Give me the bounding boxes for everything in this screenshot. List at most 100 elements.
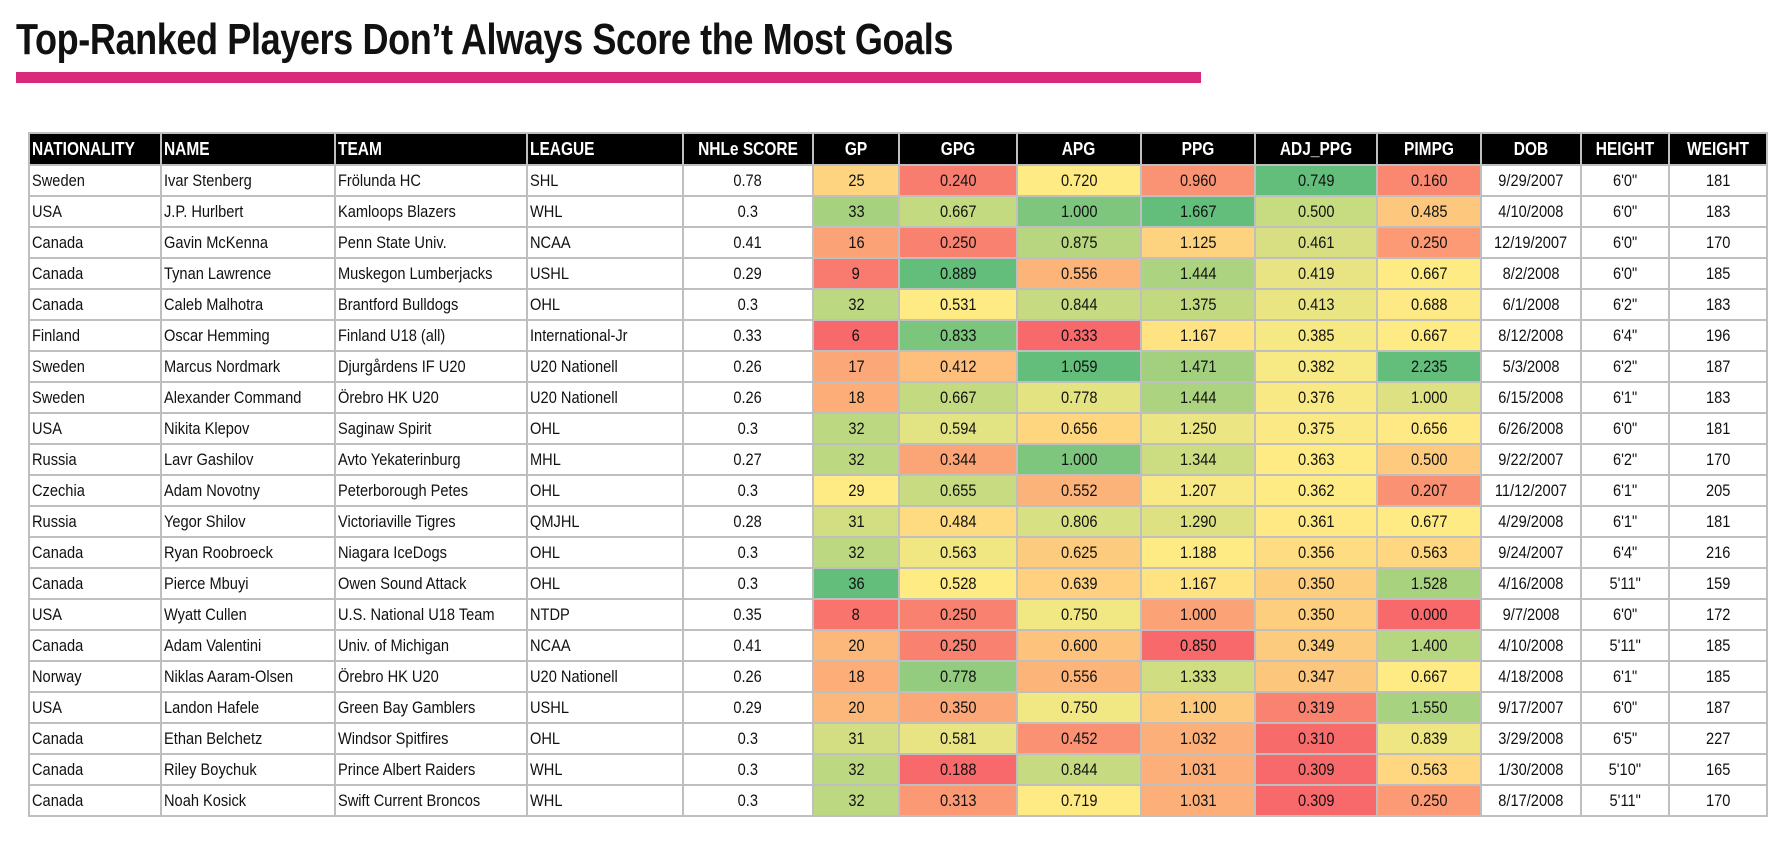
table-row: Sweden Ivar Stenberg Frölunda HC SHL 0.78 25 0…: [28, 164, 1768, 197]
col-header: PIMPG: [1376, 132, 1482, 166]
table-cell: 1.000: [1140, 598, 1256, 631]
table-cell: Kamloops Blazers: [334, 195, 528, 228]
table-cell: Lavr Gashilov: [160, 443, 336, 476]
table-cell: Green Bay Gamblers: [334, 691, 528, 724]
table-cell: 6'2": [1580, 288, 1670, 321]
table-cell: 0.309: [1254, 753, 1378, 786]
table-cell: 9/7/2008: [1480, 598, 1582, 631]
table-cell: 6'4": [1580, 319, 1670, 352]
table-cell: 0.3: [682, 722, 814, 755]
table-cell: 0.26: [682, 350, 814, 383]
table-cell: 9/24/2007: [1480, 536, 1582, 569]
table-cell: 0.452: [1016, 722, 1142, 755]
players-table-container: NATIONALITY NAME TEAM LEAGUE NHLe SCORE …: [28, 132, 1768, 817]
table-cell: 0.556: [1016, 257, 1142, 290]
table-cell: 0.3: [682, 567, 814, 600]
table-cell: 17: [812, 350, 900, 383]
table-cell: Adam Novotny: [160, 474, 336, 507]
table-row: Canada Noah Kosick Swift Current Broncos WH…: [28, 784, 1768, 817]
table-cell: 4/10/2008: [1480, 195, 1582, 228]
table-cell: 1.471: [1140, 350, 1256, 383]
table-cell: 170: [1668, 226, 1768, 259]
table-cell: Alexander Command: [160, 381, 336, 414]
table-cell: 6'0": [1580, 412, 1670, 445]
col-header: PPG: [1140, 132, 1256, 166]
table-cell: 0.552: [1016, 474, 1142, 507]
table-cell: NTDP: [526, 598, 684, 631]
table-cell: 8/2/2008: [1480, 257, 1582, 290]
table-cell: 0.3: [682, 753, 814, 786]
table-cell: 31: [812, 722, 900, 755]
table-cell: 159: [1668, 567, 1768, 600]
header-row: NATIONALITY NAME TEAM LEAGUE NHLe SCORE …: [28, 132, 1768, 166]
table-cell: Ivar Stenberg: [160, 164, 336, 197]
table-cell: USA: [28, 598, 162, 631]
table-cell: 0.625: [1016, 536, 1142, 569]
table-cell: Nikita Klepov: [160, 412, 336, 445]
table-cell: 32: [812, 784, 900, 817]
table-cell: Ethan Belchetz: [160, 722, 336, 755]
table-cell: 25: [812, 164, 900, 197]
table-cell: 187: [1668, 350, 1768, 383]
table-cell: 0.778: [898, 660, 1018, 693]
table-cell: Caleb Malhotra: [160, 288, 336, 321]
table-row: Canada Caleb Malhotra Brantford Bulldogs OH…: [28, 288, 1768, 321]
table-cell: 6'0": [1580, 195, 1670, 228]
table-cell: 0.188: [898, 753, 1018, 786]
table-cell: Russia: [28, 443, 162, 476]
table-cell: USA: [28, 195, 162, 228]
table-cell: 0.350: [898, 691, 1018, 724]
table-cell: Noah Kosick: [160, 784, 336, 817]
table-cell: 0.313: [898, 784, 1018, 817]
table-cell: Avto Yekaterinburg: [334, 443, 528, 476]
table-cell: 11/12/2007: [1480, 474, 1582, 507]
table-cell: 0.344: [898, 443, 1018, 476]
table-cell: 32: [812, 288, 900, 321]
table-cell: 0.333: [1016, 319, 1142, 352]
table-cell: 0.677: [1376, 505, 1482, 538]
table-cell: 0.749: [1254, 164, 1378, 197]
table-cell: 36: [812, 567, 900, 600]
table-cell: 0.26: [682, 381, 814, 414]
table-cell: 6: [812, 319, 900, 352]
table-cell: Canada: [28, 629, 162, 662]
table-cell: 6/15/2008: [1480, 381, 1582, 414]
table-cell: Niklas Aaram-Olsen: [160, 660, 336, 693]
table-row: Canada Pierce Mbuyi Owen Sound Attack OHL 0.…: [28, 567, 1768, 600]
table-cell: NCAA: [526, 226, 684, 259]
table-cell: 0.688: [1376, 288, 1482, 321]
table-cell: Adam Valentini: [160, 629, 336, 662]
table-cell: 1.100: [1140, 691, 1256, 724]
table-cell: 6'1": [1580, 381, 1670, 414]
table-cell: Canada: [28, 567, 162, 600]
table-cell: 1.667: [1140, 195, 1256, 228]
table-cell: 18: [812, 381, 900, 414]
table-cell: 1.000: [1016, 195, 1142, 228]
table-cell: 0.350: [1254, 567, 1378, 600]
table-cell: 1.031: [1140, 784, 1256, 817]
table-cell: Canada: [28, 226, 162, 259]
title-underline: [16, 72, 1201, 83]
table-cell: Swift Current Broncos: [334, 784, 528, 817]
table-cell: Russia: [28, 505, 162, 538]
table-cell: 0.28: [682, 505, 814, 538]
table-cell: Örebro HK U20: [334, 660, 528, 693]
table-cell: Sweden: [28, 381, 162, 414]
table-cell: 216: [1668, 536, 1768, 569]
table-cell: 0.27: [682, 443, 814, 476]
table-row: Russia Lavr Gashilov Avto Yekaterinburg MHL…: [28, 443, 1768, 476]
table-cell: 1.400: [1376, 629, 1482, 662]
table-cell: 9/17/2007: [1480, 691, 1582, 724]
table-cell: 185: [1668, 257, 1768, 290]
table-cell: 0.600: [1016, 629, 1142, 662]
col-header: GP: [812, 132, 900, 166]
table-cell: 6'1": [1580, 660, 1670, 693]
table-cell: 6'0": [1580, 691, 1670, 724]
table-cell: Riley Boychuk: [160, 753, 336, 786]
table-cell: 0.844: [1016, 753, 1142, 786]
col-header: TEAM: [334, 132, 528, 166]
table-row: Sweden Alexander Command Örebro HK U20 U20 …: [28, 381, 1768, 414]
table-cell: 181: [1668, 412, 1768, 445]
table-cell: 0.3: [682, 412, 814, 445]
table-cell: 6'0": [1580, 226, 1670, 259]
